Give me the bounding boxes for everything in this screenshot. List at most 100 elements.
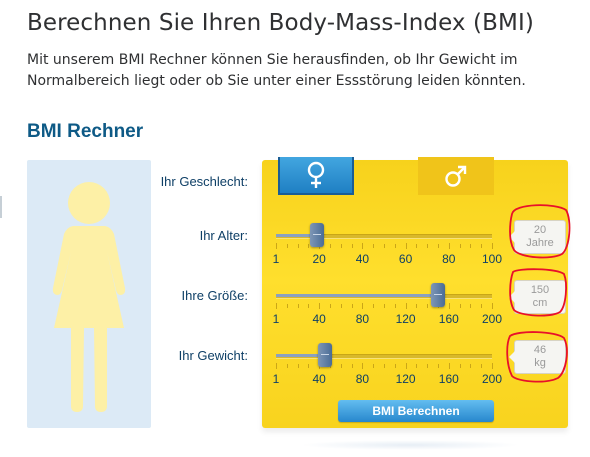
age-label: Ihr Alter: [199, 228, 248, 243]
weight-slider-tick [481, 364, 483, 368]
height-tick-label: 120 [395, 312, 416, 326]
height-slider-tick [319, 303, 321, 309]
height-slider[interactable]: 1 40 80 120 160 200 [273, 283, 502, 326]
female-silhouette-icon [52, 182, 126, 412]
weight-slider-tick [373, 364, 375, 368]
age-slider-handle[interactable] [310, 223, 325, 247]
age-slider-tick [448, 243, 450, 249]
weight-tick-label: 1 [272, 372, 280, 386]
age-slider-fill [276, 234, 318, 237]
age-unit: Jahre [526, 237, 554, 249]
weight-unit: kg [534, 357, 546, 369]
height-slider-tick [394, 304, 396, 308]
age-tick-label: 20 [312, 252, 326, 266]
height-unit: cm [532, 297, 548, 309]
male-gender-tab[interactable] [418, 157, 494, 195]
height-slider-tick [340, 304, 342, 308]
age-tick-label: 1 [272, 252, 280, 266]
weight-slider-tick [459, 364, 461, 368]
height-label: Ihre Größe: [181, 288, 248, 303]
age-slider-tick [362, 243, 364, 249]
weight-label: Ihr Gewicht: [178, 348, 248, 363]
weight-tick-label: 40 [312, 372, 326, 386]
weight-tick-label: 120 [395, 372, 416, 386]
height-slider-tick [330, 304, 331, 308]
weight-slider-tick [405, 363, 407, 369]
weight-slider-tick [438, 364, 439, 368]
calculate-bmi-button[interactable]: BMI Berechnen [338, 400, 494, 422]
age-slider-tick [394, 244, 396, 248]
age-tick-label: 60 [398, 252, 413, 266]
weight-slider-tick [362, 363, 364, 369]
age-tick-label: 80 [442, 252, 456, 266]
weight-tick-label: 80 [355, 372, 370, 386]
height-slider-tick [362, 303, 364, 309]
height-slider-tick [308, 304, 310, 308]
height-slider-handle[interactable] [430, 283, 445, 307]
bmi-calculator-panel: 1 20 40 60 80 100 20 Jahre 1 40 80 120 160 200 150… [262, 157, 568, 428]
age-slider-track[interactable] [276, 234, 492, 239]
height-slider-tick [373, 304, 375, 308]
height-slider-tick [470, 304, 472, 308]
female-symbol-icon [307, 161, 325, 188]
calculator-title: BMI Rechner [27, 121, 144, 142]
height-slider-fill [276, 294, 438, 297]
page-title: Berechnen Sie Ihren Body-Mass-Index (BMI… [27, 10, 534, 36]
age-slider-tick [286, 244, 288, 248]
age-slider-tick [351, 244, 353, 248]
height-slider-tick [481, 304, 483, 308]
height-slider-tick [459, 304, 461, 308]
weight-slider[interactable]: 1 40 80 120 160 200 [273, 343, 502, 386]
weight-slider-tick [286, 364, 288, 368]
weight-slider-tick [470, 364, 472, 368]
height-slider-tick [351, 304, 353, 308]
weight-slider-tick [416, 364, 418, 368]
age-slider-tick [340, 244, 342, 248]
age-slider-tick [308, 244, 310, 248]
height-tick-label: 80 [355, 312, 370, 326]
weight-slider-tick [308, 364, 310, 368]
body-figure-panel [27, 160, 151, 428]
left-accent-bar [0, 196, 2, 218]
height-slider-tick [405, 303, 407, 309]
weight-slider-track[interactable] [276, 354, 492, 359]
panel-shadow [300, 440, 520, 450]
gender-label: Ihr Geschlecht: [160, 174, 248, 189]
female-gender-tab[interactable] [278, 157, 354, 195]
age-slider-tick [438, 244, 439, 248]
weight-slider-tick [492, 363, 493, 369]
age-slider-tick [416, 244, 418, 248]
height-value-display: 150 cm [509, 280, 566, 314]
weight-slider-tick [276, 363, 277, 369]
height-slider-tick [448, 303, 450, 309]
weight-tick-label: 160 [438, 372, 459, 386]
age-slider-tick [384, 244, 385, 248]
age-value-display: 20 Jahre [509, 220, 566, 254]
height-tick-label: 200 [481, 312, 503, 326]
age-slider-tick [276, 243, 277, 249]
age-tick-label: 40 [355, 252, 370, 266]
weight-slider-tick [394, 364, 396, 368]
age-slider-tick [427, 244, 429, 248]
weight-slider-tick [448, 363, 450, 369]
weight-slider-tick [427, 364, 429, 368]
weight-slider-tick [351, 364, 353, 368]
age-slider-tick [470, 244, 472, 248]
height-slider-tick [276, 303, 277, 309]
weight-slider-fill [276, 354, 325, 357]
height-value: 150 [530, 284, 550, 296]
age-slider-tick [297, 244, 299, 248]
age-tick-label: 100 [481, 252, 503, 266]
age-slider[interactable]: 1 20 40 60 80 100 [273, 223, 502, 266]
male-symbol-icon [445, 165, 467, 187]
age-value: 20 [533, 224, 547, 236]
weight-value-display: 46 kg [509, 340, 566, 374]
height-slider-tick [416, 304, 418, 308]
weight-slider-tick [340, 364, 342, 368]
weight-slider-tick [384, 364, 385, 368]
weight-tick-label: 200 [481, 372, 503, 386]
height-slider-tick [427, 304, 429, 308]
weight-slider-handle[interactable] [317, 343, 332, 367]
height-slider-tick [384, 304, 385, 308]
age-slider-tick [459, 244, 461, 248]
